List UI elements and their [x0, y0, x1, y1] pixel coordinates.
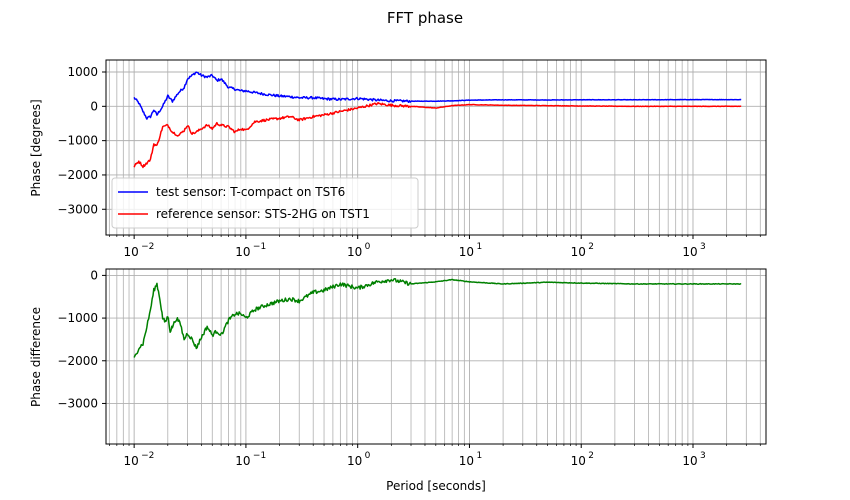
x-tick-exponent: 3: [700, 451, 706, 461]
x-tick-label: 10: [347, 245, 362, 259]
x-tick-label: 10: [124, 245, 139, 259]
figure-title: FFT phase: [387, 9, 463, 27]
bottom-xlabel: Period [seconds]: [386, 479, 486, 493]
x-tick-exponent: −1: [253, 242, 266, 252]
top-legend: test sensor: T-compact on TST6 reference …: [111, 177, 419, 229]
legend-label: test sensor: T-compact on TST6: [156, 185, 345, 199]
x-tick-exponent: 2: [588, 451, 594, 461]
x-tick-exponent: 0: [365, 451, 371, 461]
bottom-ylabel: Phase difference: [29, 307, 43, 407]
series-line-1: [133, 71, 742, 120]
y-tick-label: −1000: [57, 311, 98, 325]
x-tick-label: 10: [459, 245, 474, 259]
x-tick-label: 10: [235, 245, 250, 259]
y-tick-label: 0: [90, 268, 98, 282]
x-tick-label: 10: [571, 245, 586, 259]
y-tick-label: −2000: [57, 354, 98, 368]
x-tick-label: 10: [124, 454, 139, 468]
x-tick-label: 10: [682, 245, 697, 259]
x-tick-exponent: −2: [141, 451, 154, 461]
x-tick-label: 10: [459, 454, 474, 468]
x-tick-exponent: −1: [253, 451, 266, 461]
series-line-2: [133, 101, 742, 169]
x-tick-exponent: 1: [476, 451, 482, 461]
legend-box: [111, 177, 419, 229]
x-tick-exponent: 1: [476, 242, 482, 252]
y-tick-label: 0: [90, 99, 98, 113]
y-tick-label: −2000: [57, 168, 98, 182]
x-tick-exponent: −2: [141, 242, 154, 252]
y-tick-label: −3000: [57, 396, 98, 410]
top-ylabel: Phase [degrees]: [29, 99, 43, 196]
y-tick-label: −1000: [57, 134, 98, 148]
y-tick-label: 1000: [67, 65, 98, 79]
x-tick-exponent: 3: [700, 242, 706, 252]
x-tick-label: 10: [235, 454, 250, 468]
series-line-1: [133, 277, 742, 358]
grid: [106, 269, 766, 444]
x-tick-exponent: 2: [588, 242, 594, 252]
x-tick-label: 10: [571, 454, 586, 468]
legend-label: reference sensor: STS-2HG on TST1: [156, 207, 370, 221]
x-tick-label: 10: [682, 454, 697, 468]
x-tick-label: 10: [347, 454, 362, 468]
x-tick-exponent: 0: [365, 242, 371, 252]
y-tick-label: −3000: [57, 202, 98, 216]
